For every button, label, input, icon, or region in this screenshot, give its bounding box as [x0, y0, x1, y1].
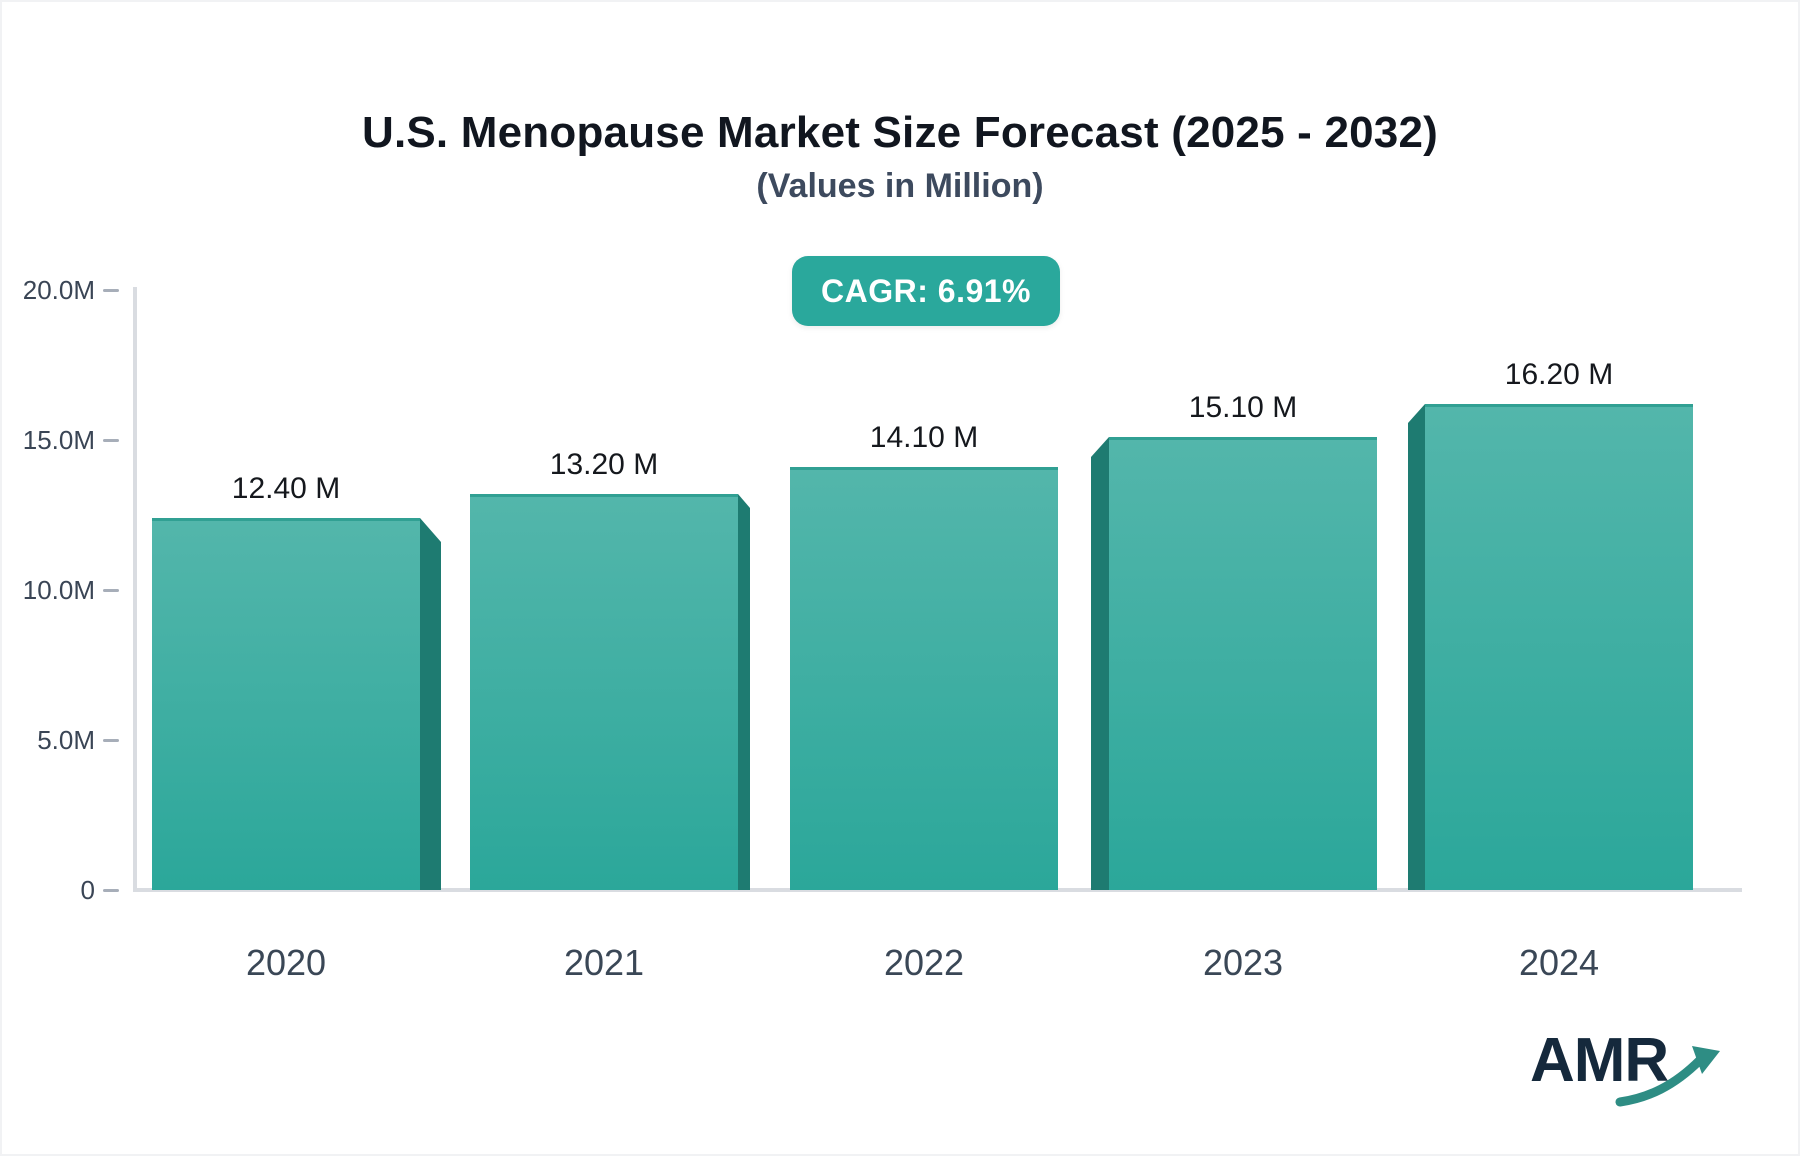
x-axis-category-label: 2023 [1202, 942, 1284, 983]
y-axis-tick-mark [103, 589, 119, 592]
brand-logo: AMR [1530, 1030, 1720, 1116]
bar-value-label: 13.20 M [549, 448, 659, 481]
bar-2022 [790, 467, 1058, 890]
bar-2020 [152, 518, 420, 890]
x-axis-category-label: 2024 [1518, 942, 1600, 983]
bar-2024 [1425, 404, 1693, 890]
cagr-badge: CAGR: 6.91% [792, 256, 1060, 326]
x-axis-category-label: 2022 [883, 942, 965, 983]
x-axis-line [133, 888, 1742, 892]
y-axis-tick-mark [103, 289, 119, 292]
y-axis-tick-mark [103, 889, 119, 892]
y-axis-tick-mark [103, 739, 119, 742]
chart-title: U.S. Menopause Market Size Forecast (202… [361, 108, 1438, 157]
x-axis-category-label: 2020 [245, 942, 327, 983]
bar-value-label: 16.20 M [1504, 358, 1614, 391]
x-axis-category-label: 2021 [563, 942, 645, 983]
bar-value-label: 14.10 M [869, 421, 979, 454]
bar-2021 [470, 494, 738, 890]
y-axis-line [133, 287, 137, 892]
y-axis-tick-label: 10.0M [22, 575, 95, 605]
bar-value-label: 15.10 M [1188, 391, 1298, 424]
y-axis-tick-label: 0 [80, 875, 95, 905]
bar-2023 [1109, 437, 1377, 890]
logo-growth-arrow-icon [1615, 1046, 1720, 1107]
y-axis-tick-label: 20.0M [22, 275, 95, 305]
bar-side-shade [1408, 404, 1425, 890]
bar-side-shade [738, 494, 750, 890]
y-axis-tick-label: 15.0M [22, 425, 95, 455]
bar-side-shade [420, 518, 441, 890]
bar-side-shade [1091, 437, 1109, 890]
y-axis-tick-label: 5.0M [37, 725, 95, 755]
bar-value-label: 12.40 M [231, 472, 341, 505]
brand-logo-text: AMR [1530, 1026, 1669, 1095]
y-axis-tick-mark [103, 439, 119, 442]
chart-subtitle: (Values in Million) [756, 167, 1044, 205]
